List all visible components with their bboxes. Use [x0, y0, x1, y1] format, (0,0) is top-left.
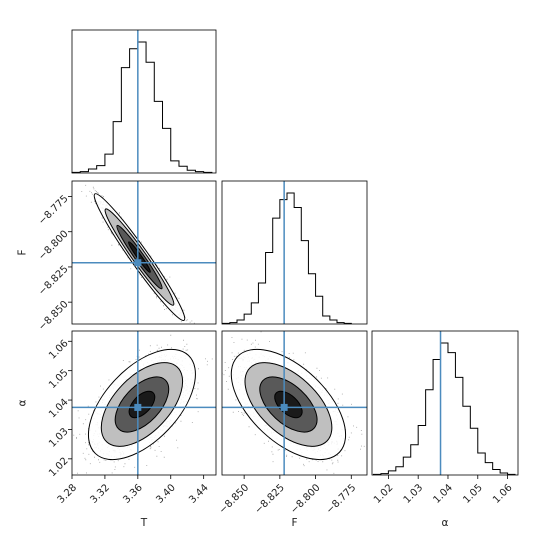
pair-panel-F-alpha: [212, 326, 367, 491]
y-tick-label: −8.775: [37, 193, 71, 227]
hist-panel-F: [222, 181, 367, 324]
x-axis-F: −8.850 −8.825 −8.800 −8.775 F: [217, 475, 358, 529]
y-tick-label: 1.06: [47, 338, 71, 362]
x-tick-label: 1.05: [461, 482, 485, 506]
y-tick-label: 1.02: [47, 456, 71, 480]
hist-panel-alpha: [372, 331, 518, 475]
truth-marker: [134, 404, 141, 411]
x-axis-T: 3.28 3.32 3.36 3.40 3.44 T: [56, 475, 211, 529]
pair-panel-T-alpha: [65, 320, 221, 479]
x-tick-label: 1.03: [402, 482, 426, 506]
y-tick-label: 1.04: [47, 397, 71, 421]
x-tick-label: 3.40: [154, 482, 178, 506]
truth-marker: [134, 259, 141, 266]
panel-frame: [72, 30, 216, 173]
x-tick-label: −8.850: [217, 482, 251, 516]
pair-panel-T-F: [66, 155, 216, 334]
hist-panel-T: [72, 30, 216, 173]
pair-content: [212, 326, 367, 491]
y-axis-label-F: F: [17, 249, 29, 255]
x-axis-label-T: T: [140, 517, 148, 529]
x-tick-label: 1.02: [372, 482, 396, 506]
y-tick-label: 1.03: [47, 426, 71, 450]
histogram-F: [223, 193, 352, 324]
truth-marker: [281, 404, 288, 411]
x-tick-label: 1.04: [432, 482, 456, 506]
x-axis-label-F: F: [291, 517, 297, 529]
y-axis-label-alpha: α: [17, 399, 29, 406]
x-tick-label: 3.32: [88, 482, 112, 506]
pair-content: [65, 320, 221, 479]
y-tick-label: −8.800: [37, 229, 71, 263]
y-axis-F: −8.850−8.825−8.800−8.775 F: [17, 193, 72, 333]
x-tick-label: 3.44: [187, 482, 211, 506]
pair-content: [66, 155, 216, 334]
histogram-T: [72, 42, 212, 173]
y-axis-alpha: 1.02 1.03 1.04 1.05 1.06 α: [17, 338, 72, 479]
panel-frame: [372, 331, 518, 475]
x-tick-label: 3.36: [121, 482, 145, 506]
x-tick-label: −8.775: [324, 482, 358, 516]
y-tick-label: −8.850: [37, 299, 71, 333]
y-tick-label: −8.825: [37, 264, 71, 298]
x-axis-alpha: 1.02 1.03 1.04 1.05 1.06 α: [372, 475, 515, 529]
x-tick-label: 1.06: [491, 482, 515, 506]
x-tick-label: −8.825: [253, 482, 287, 516]
x-axis-label-alpha: α: [442, 517, 449, 529]
x-tick-label: 3.28: [56, 482, 80, 506]
y-tick-label: 1.05: [47, 367, 71, 391]
x-tick-label: −8.800: [289, 482, 323, 516]
histogram-alpha: [373, 343, 515, 475]
